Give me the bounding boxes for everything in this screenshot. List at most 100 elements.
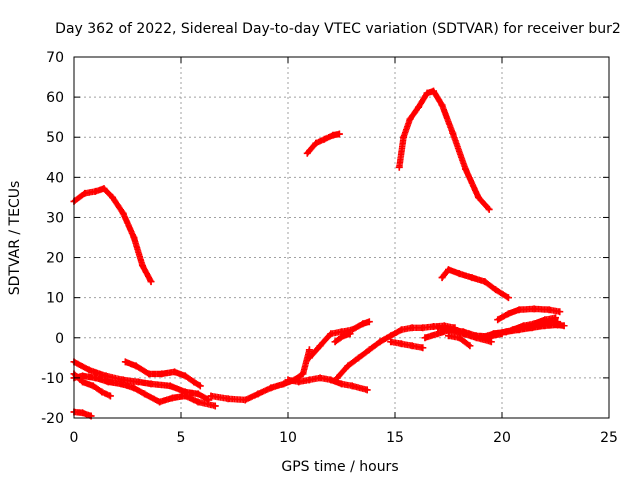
- data-point: [196, 382, 204, 390]
- data-point: [466, 342, 474, 350]
- data-point: [492, 286, 500, 294]
- data-point: [419, 344, 427, 352]
- data-point: [305, 346, 313, 354]
- data-point: [327, 376, 335, 384]
- data-point: [134, 378, 142, 386]
- y-axis-label: SDTVAR / TECUs: [7, 181, 23, 296]
- data-point: [400, 133, 408, 141]
- data-point: [462, 165, 470, 173]
- data-point: [207, 392, 215, 400]
- data-point: [455, 270, 463, 278]
- data-point: [365, 346, 373, 354]
- data-point: [79, 378, 87, 386]
- data-point: [303, 149, 311, 157]
- x-tick-label: 10: [279, 430, 297, 446]
- chart-title: Day 362 of 2022, Sidereal Day-to-day VTE…: [55, 21, 621, 37]
- data-point: [109, 193, 117, 201]
- data-point: [459, 330, 467, 338]
- data-point: [430, 87, 438, 95]
- data-point: [423, 89, 431, 97]
- data-point: [395, 163, 403, 171]
- x-tick-label: 20: [493, 430, 511, 446]
- data-point: [130, 384, 138, 392]
- data-point: [355, 354, 363, 362]
- data-point: [430, 323, 438, 331]
- data-point: [515, 306, 523, 314]
- data-point: [438, 274, 446, 282]
- data-point: [181, 372, 189, 380]
- series-arc9: [121, 358, 204, 390]
- data-point: [320, 135, 328, 143]
- series-arc12: [305, 318, 373, 362]
- data-point: [481, 278, 489, 286]
- data-point: [91, 374, 99, 382]
- data-point: [447, 326, 455, 334]
- y-tick-label: -20: [41, 411, 64, 427]
- series-arc18: [445, 332, 474, 350]
- data-point: [408, 342, 416, 350]
- data-point: [438, 101, 446, 109]
- data-point: [449, 129, 457, 137]
- data-point: [554, 318, 562, 326]
- data-point: [519, 322, 527, 330]
- series-arc2: [303, 130, 343, 157]
- data-point: [104, 378, 112, 386]
- data-point: [89, 382, 97, 390]
- data-point: [530, 320, 538, 328]
- data-point: [194, 398, 202, 406]
- data-point: [445, 266, 452, 274]
- x-tick-label: 25: [600, 430, 618, 446]
- data-point: [487, 338, 495, 346]
- data-point: [468, 274, 476, 282]
- ticks: 0 5 10 15 20 25 -20 -10 0 10 20 30 40 50 60 70: [41, 50, 618, 446]
- data-point: [138, 262, 146, 270]
- data-point: [166, 382, 174, 390]
- data-point: [329, 131, 337, 139]
- data-point: [121, 358, 129, 366]
- data-point: [79, 372, 87, 380]
- data-point: [171, 368, 179, 376]
- data-point: [241, 396, 249, 404]
- series-arc15: [387, 338, 427, 352]
- grid: [74, 57, 609, 418]
- y-tick-label: 30: [46, 210, 64, 226]
- data-point: [331, 338, 339, 346]
- data-point: [194, 390, 202, 398]
- series-arc22: [509, 314, 559, 334]
- data-point: [556, 308, 564, 316]
- y-tick-label: 0: [55, 331, 64, 347]
- data-point: [333, 374, 341, 382]
- data-point: [267, 384, 275, 392]
- data-point: [211, 402, 219, 410]
- data-point: [359, 320, 367, 328]
- data-point: [81, 189, 89, 197]
- data-point: [340, 332, 348, 340]
- y-tick-label: 50: [46, 130, 64, 146]
- series-arc11: [284, 374, 371, 394]
- data-point: [117, 380, 125, 388]
- series-layer: [70, 87, 568, 420]
- data-point: [504, 310, 512, 318]
- data-point: [284, 376, 292, 384]
- data-point: [305, 354, 313, 362]
- data-point: [485, 205, 493, 213]
- data-point: [316, 374, 324, 382]
- data-point: [434, 330, 442, 338]
- data-point: [254, 390, 262, 398]
- data-point: [305, 376, 313, 384]
- data-point: [98, 388, 106, 396]
- data-point: [130, 234, 138, 241]
- data-point: [156, 398, 164, 406]
- data-point: [474, 193, 482, 201]
- data-point: [445, 332, 452, 340]
- data-point: [335, 130, 343, 138]
- data-point: [415, 103, 423, 111]
- y-tick-label: -10: [41, 371, 64, 387]
- data-point: [387, 332, 395, 340]
- data-point: [91, 187, 99, 195]
- data-point: [541, 316, 549, 324]
- data-point: [132, 362, 140, 370]
- data-point: [387, 338, 395, 346]
- data-point: [338, 328, 345, 336]
- data-point: [181, 392, 189, 400]
